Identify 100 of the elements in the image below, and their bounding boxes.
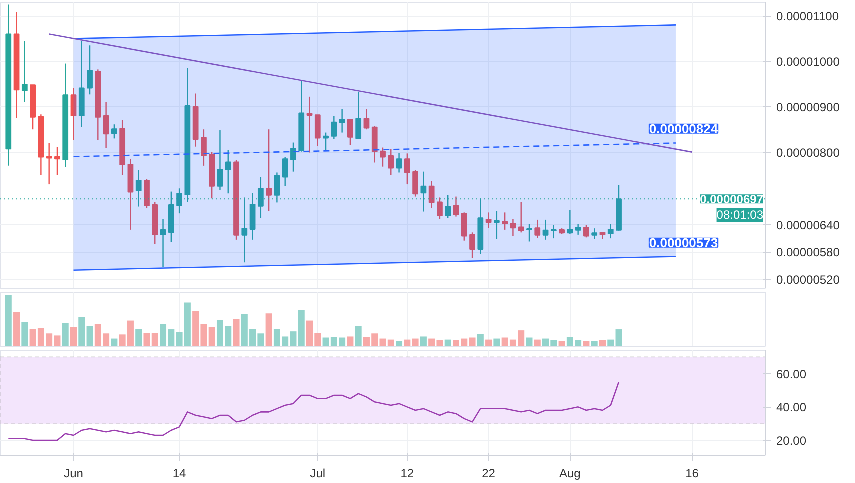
bar (266, 314, 272, 346)
candlestick (356, 91, 362, 140)
candlestick (437, 197, 443, 220)
candlestick (331, 116, 338, 140)
y-tick-label: 0.00001100 (776, 10, 840, 24)
candlestick (54, 146, 60, 176)
bar (558, 341, 566, 346)
bar (208, 327, 216, 346)
candlestick (470, 232, 476, 259)
candlestick (380, 147, 386, 168)
bar (298, 310, 305, 346)
candlestick (567, 210, 574, 236)
candlestick (306, 96, 313, 154)
candlestick (217, 130, 224, 191)
y-tick-label: 0.00001000 (776, 55, 840, 70)
annotation: 0.00000824 (649, 121, 719, 136)
candlestick (534, 219, 541, 239)
y-tick-label: 0.00000580 (776, 246, 840, 260)
x-tick-label: 16 (686, 466, 700, 480)
candlestick (266, 129, 272, 212)
bar (591, 341, 598, 346)
annotation: 0.00000573 (649, 235, 718, 250)
candlestick (364, 108, 370, 130)
y-tick-label: 60.00 (776, 367, 807, 382)
candlestick (201, 129, 207, 167)
annotation: 08:01:03 (716, 208, 764, 222)
y-tick-label: 40.00 (776, 400, 807, 415)
y-tick-label: 20.00 (776, 434, 807, 448)
candlestick (584, 224, 590, 238)
candlestick (486, 212, 492, 229)
x-tick-label: Jun (64, 466, 84, 480)
candlestick (314, 114, 321, 148)
bar (5, 295, 12, 346)
bar (347, 336, 354, 346)
candlestick (461, 212, 468, 242)
candlestick (428, 180, 435, 209)
bar (477, 334, 484, 346)
candlestick (502, 212, 508, 231)
bar (136, 329, 142, 346)
candlestick (70, 88, 77, 141)
y-tick-label: 0.00000800 (776, 146, 840, 160)
line-series (8, 382, 620, 442)
bar (583, 341, 590, 346)
candlestick (412, 170, 418, 198)
bar (534, 340, 541, 346)
candlestick (282, 156, 288, 187)
x-tick-label: Aug (560, 466, 581, 480)
candlestick (396, 152, 402, 174)
bar (444, 340, 452, 346)
bar (355, 326, 362, 346)
candlestick (608, 223, 614, 240)
bar (599, 340, 606, 346)
bar (608, 340, 614, 346)
bar (412, 338, 419, 346)
x-tick-label: 14 (172, 466, 187, 480)
bar (469, 338, 476, 346)
bar (152, 333, 158, 346)
candlestick (111, 124, 118, 140)
candlestick (160, 218, 166, 268)
bar (22, 322, 28, 346)
bar (526, 338, 533, 346)
candlestick (510, 218, 516, 237)
ref-line-label: 0.00000697 (700, 192, 764, 207)
x-tick-label: 22 (482, 466, 496, 480)
candlestick (87, 45, 93, 96)
candlestick (526, 224, 532, 242)
candlestick (404, 153, 410, 186)
candlestick (323, 132, 329, 152)
x-tick-label: 12 (400, 466, 414, 480)
candlestick (494, 210, 500, 240)
bar (486, 340, 492, 346)
candlestick (22, 40, 28, 103)
bar (404, 340, 411, 346)
bar (62, 323, 69, 346)
candlestick (388, 148, 394, 176)
candlestick (348, 119, 354, 146)
bar (111, 338, 118, 346)
candlestick (290, 142, 296, 172)
bar (70, 327, 77, 346)
candlestick (339, 108, 346, 134)
bar (86, 326, 94, 346)
candlestick (453, 196, 460, 218)
candlestick (103, 102, 110, 149)
bar (494, 338, 500, 346)
x-tick-label: Jul (310, 466, 326, 480)
y-tick-label: 0.00000640 (776, 218, 840, 232)
bar (233, 319, 240, 346)
candlestick (542, 219, 549, 241)
bar (616, 330, 622, 346)
candlestick (518, 202, 524, 234)
bar (420, 336, 427, 346)
candlestick (550, 224, 557, 240)
bar (14, 312, 20, 346)
bar (78, 317, 86, 346)
y-tick-label: 0.00000520 (776, 272, 840, 287)
y-tick-label: 0.00000900 (776, 100, 840, 114)
candlestick (225, 149, 232, 194)
bar (396, 341, 403, 346)
candlestick (592, 228, 598, 240)
candlestick (575, 223, 582, 236)
